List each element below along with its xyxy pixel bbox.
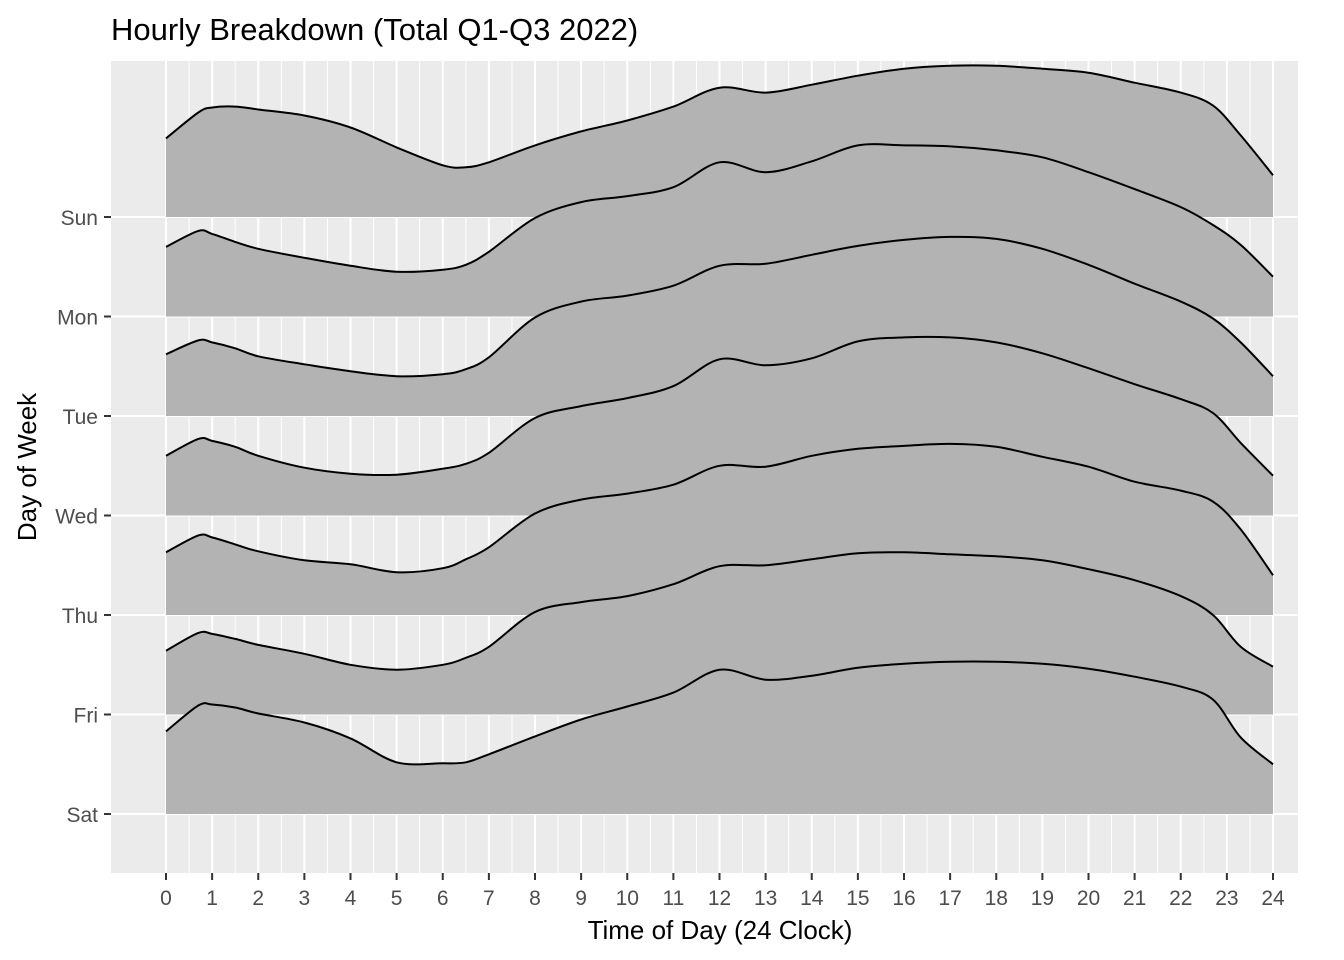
x-tick-label: 12 — [708, 887, 731, 910]
y-tick-label: Sat — [66, 804, 98, 827]
y-tick-label: Fri — [74, 705, 99, 728]
y-tick-label: Tue — [63, 406, 98, 429]
x-tick-label: 21 — [1123, 887, 1146, 910]
x-tick-label: 22 — [1169, 887, 1192, 910]
x-tick-label: 5 — [391, 887, 403, 910]
x-tick-label: 13 — [754, 887, 777, 910]
x-axis-title: Time of Day (24 Clock) — [588, 915, 853, 945]
x-tick-label: 24 — [1261, 887, 1285, 910]
x-tick-label: 8 — [529, 887, 541, 910]
x-tick-label: 2 — [252, 887, 264, 910]
ridge-series — [165, 64, 1274, 814]
x-tick-label: 19 — [1031, 887, 1054, 910]
y-tick-label: Thu — [62, 605, 98, 628]
y-tick-label: Sun — [61, 207, 98, 230]
y-tick-label: Wed — [55, 506, 98, 529]
x-tick-label: 18 — [985, 887, 1008, 910]
ridge-line — [165, 551, 1274, 671]
x-tick-label: 16 — [892, 887, 915, 910]
ridge-line — [165, 235, 1274, 378]
ridge-line — [165, 442, 1274, 576]
y-axis-title: Day of Week — [12, 392, 42, 541]
x-tick-label: 23 — [1215, 887, 1238, 910]
y-axis: Sun Mon Tue Wed Thu Fri Sat — [55, 207, 111, 827]
x-tick-label: 9 — [575, 887, 587, 910]
chart-title: Hourly Breakdown (Total Q1-Q3 2022) — [111, 12, 638, 47]
x-tick-label: 6 — [437, 887, 449, 910]
x-tick-label: 20 — [1077, 887, 1100, 910]
ridge-line — [165, 335, 1274, 477]
x-tick-label: 0 — [160, 887, 172, 910]
ridge-line — [165, 143, 1274, 278]
ridge-sat — [165, 660, 1274, 814]
x-tick-label: 1 — [206, 887, 218, 910]
x-tick-label: 7 — [483, 887, 495, 910]
x-tick-label: 3 — [299, 887, 311, 910]
ridge-area — [166, 661, 1273, 814]
x-tick-label: 14 — [800, 887, 824, 910]
ridge-line — [165, 660, 1274, 766]
x-axis: 0 1 2 3 4 5 6 7 8 9 10 11 12 13 14 15 16 17 18 19 20 21 22 23 24 — [160, 873, 1285, 910]
ridge-line — [165, 64, 1274, 176]
x-tick-label: 15 — [846, 887, 869, 910]
x-tick-label: 17 — [938, 887, 961, 910]
y-tick-label: Mon — [57, 307, 98, 330]
x-tick-label: 10 — [616, 887, 639, 910]
x-tick-label: 11 — [662, 887, 684, 910]
x-tick-label: 4 — [345, 887, 357, 910]
